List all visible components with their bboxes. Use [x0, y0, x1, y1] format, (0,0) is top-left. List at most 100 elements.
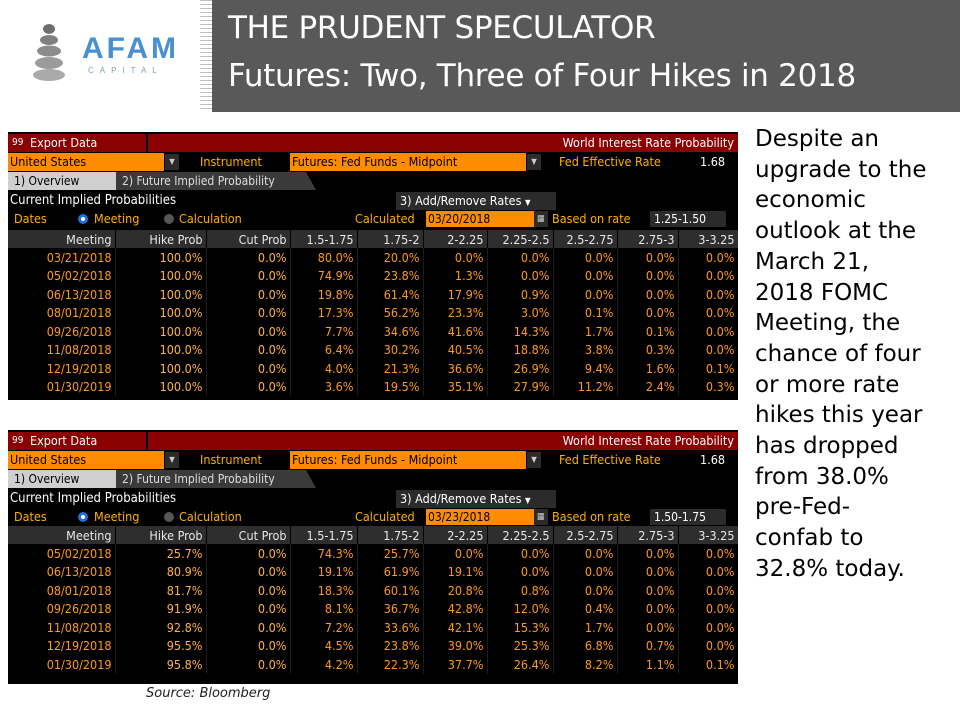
- table-row[interactable]: 11/08/2018 100.0% 0.0% 6.4% 30.2% 40.5% 18.8% 3…: [8, 340, 738, 359]
- probability-cell: 0.0%: [617, 303, 679, 322]
- table-row[interactable]: 03/21/2018 100.0% 0.0% 80.0% 20.0% 0.0% 0.0% 0.…: [8, 248, 738, 267]
- export-data-button[interactable]: 99 Export Data: [8, 432, 148, 450]
- table-row[interactable]: 12/19/2018 100.0% 0.0% 4.0% 21.3% 36.6% 26.9% 9…: [8, 359, 738, 378]
- source-caption: Source: Bloomberg: [146, 686, 271, 701]
- instrument-select[interactable]: Futures: Fed Funds - Midpoint: [290, 451, 526, 469]
- meeting-radio-label: Meeting: [94, 211, 140, 226]
- column-header[interactable]: 3-3.25: [678, 526, 738, 544]
- meeting-radio[interactable]: [78, 214, 88, 224]
- probability-cell: 8.1%: [290, 599, 358, 618]
- panel-title: World Interest Rate Probability: [562, 135, 734, 150]
- probability-cell: 0.4%: [553, 599, 618, 618]
- probability-cell: 0.0%: [678, 562, 738, 581]
- logo-area: AFAM CAPITAL: [0, 0, 212, 112]
- country-select[interactable]: United States: [8, 153, 164, 171]
- instrument-dropdown-icon[interactable]: ▼: [527, 452, 541, 468]
- probability-cell: 0.0%: [487, 544, 554, 563]
- column-header[interactable]: 2.25-2.5: [487, 230, 554, 248]
- table-row[interactable]: 01/30/2019 100.0% 0.0% 3.6% 19.5% 35.1% 27.9% 1…: [8, 377, 738, 396]
- instrument-select[interactable]: Futures: Fed Funds - Midpoint: [290, 153, 526, 171]
- instrument-dropdown-icon[interactable]: ▼: [527, 154, 541, 170]
- column-header[interactable]: Meeting: [8, 526, 116, 544]
- export-label: Export Data: [30, 135, 98, 150]
- based-on-rate-label: Based on rate: [552, 211, 631, 226]
- probability-cell: 19.8%: [290, 285, 358, 304]
- calculation-radio[interactable]: [164, 214, 174, 224]
- probability-cell: 56.2%: [357, 303, 424, 322]
- column-header[interactable]: 2-2.25: [423, 230, 488, 248]
- table-row[interactable]: 06/13/2018 80.9% 0.0% 19.1% 61.9% 19.1% 0.0% 0.…: [8, 562, 738, 581]
- tab-overview[interactable]: 1) Overview: [8, 172, 116, 190]
- probability-cell: 42.1%: [423, 618, 488, 637]
- table-body: 03/21/2018 100.0% 0.0% 80.0% 20.0% 0.0% 0.0% 0.…: [8, 248, 738, 396]
- column-header[interactable]: 2.25-2.5: [487, 526, 554, 544]
- column-header[interactable]: Meeting: [8, 230, 116, 248]
- meeting-radio[interactable]: [78, 512, 88, 522]
- probability-table: Meeting Hike Prob Cut Prob 1.5-1.75 1.75-2 2-…: [8, 526, 738, 674]
- export-label: Export Data: [30, 433, 98, 448]
- column-header[interactable]: 1.5-1.75: [290, 526, 358, 544]
- column-header[interactable]: 1.75-2: [357, 526, 424, 544]
- probability-cell: 14.3%: [487, 322, 554, 341]
- table-row[interactable]: 08/01/2018 81.7% 0.0% 18.3% 60.1% 20.8% 0.8% 0.…: [8, 581, 738, 600]
- probability-cell: 81.7%: [115, 581, 207, 600]
- current-implied-probabilities-label: Current Implied Probabilities: [10, 193, 177, 208]
- column-header[interactable]: 2.5-2.75: [553, 526, 618, 544]
- column-header[interactable]: 2-2.25: [423, 526, 488, 544]
- probability-cell: 0.7%: [617, 636, 679, 655]
- probability-cell: 0.0%: [487, 562, 554, 581]
- probability-cell: 23.8%: [357, 266, 424, 285]
- column-header[interactable]: Hike Prob: [115, 230, 207, 248]
- stacked-stones-icon: [33, 24, 65, 81]
- calculated-date-input[interactable]: 03/20/2018: [426, 211, 534, 227]
- probability-cell: 0.1%: [678, 359, 738, 378]
- probability-cell: 0.0%: [617, 285, 679, 304]
- table-row[interactable]: 05/02/2018 100.0% 0.0% 74.9% 23.8% 1.3% 0.0% 0.…: [8, 266, 738, 285]
- tab-overview[interactable]: 1) Overview: [8, 470, 116, 488]
- tab-future-implied-probability[interactable]: 2) Future Implied Probability: [116, 470, 316, 488]
- table-row[interactable]: 11/08/2018 92.8% 0.0% 7.2% 33.6% 42.1% 15.3% 1.…: [8, 618, 738, 637]
- probability-cell: 7.2%: [290, 618, 358, 637]
- column-header[interactable]: 2.75-3: [617, 526, 679, 544]
- probability-cell: 0.3%: [678, 377, 738, 396]
- export-data-button[interactable]: 99 Export Data: [8, 134, 148, 152]
- country-dropdown-icon[interactable]: ▼: [165, 154, 179, 170]
- column-header[interactable]: 2.75-3: [617, 230, 679, 248]
- column-header[interactable]: 2.5-2.75: [553, 230, 618, 248]
- table-row[interactable]: 09/26/2018 100.0% 0.0% 7.7% 34.6% 41.6% 14.3% 1…: [8, 322, 738, 341]
- probability-cell: 0.0%: [206, 636, 291, 655]
- table-row[interactable]: 08/01/2018 100.0% 0.0% 17.3% 56.2% 23.3% 3.0% 0…: [8, 303, 738, 322]
- country-select[interactable]: United States: [8, 451, 164, 469]
- add-remove-label: 3) Add/Remove Rates: [400, 491, 522, 506]
- calendar-icon[interactable]: ▦: [534, 211, 548, 227]
- calculated-date-input[interactable]: 03/23/2018: [426, 509, 534, 525]
- instrument-label: Instrument: [200, 452, 262, 467]
- probability-cell: 20.0%: [357, 248, 424, 267]
- country-dropdown-icon[interactable]: ▼: [165, 452, 179, 468]
- column-header[interactable]: Cut Prob: [206, 230, 291, 248]
- probability-cell: 40.5%: [423, 340, 488, 359]
- table-row[interactable]: 12/19/2018 95.5% 0.0% 4.5% 23.8% 39.0% 25.3% 6.…: [8, 636, 738, 655]
- probability-cell: 0.0%: [617, 562, 679, 581]
- table-row[interactable]: 06/13/2018 100.0% 0.0% 19.8% 61.4% 17.9% 0.9% 0…: [8, 285, 738, 304]
- column-header[interactable]: 1.75-2: [357, 230, 424, 248]
- column-header[interactable]: Hike Prob: [115, 526, 207, 544]
- column-header[interactable]: 1.5-1.75: [290, 230, 358, 248]
- tab-future-implied-probability[interactable]: 2) Future Implied Probability: [116, 172, 316, 190]
- table-row[interactable]: 05/02/2018 25.7% 0.0% 74.3% 25.7% 0.0% 0.0% 0.0…: [8, 544, 738, 563]
- table-row[interactable]: 01/30/2019 95.8% 0.0% 4.2% 22.3% 37.7% 26.4% 8.…: [8, 655, 738, 674]
- calendar-icon[interactable]: ▦: [534, 509, 548, 525]
- column-header[interactable]: Cut Prob: [206, 526, 291, 544]
- probability-cell: 25.7%: [115, 544, 207, 563]
- probability-cell: 20.8%: [423, 581, 488, 600]
- add-remove-rates-button[interactable]: 3) Add/Remove Rates ▼: [396, 192, 556, 210]
- probability-cell: 4.0%: [290, 359, 358, 378]
- table-row[interactable]: 09/26/2018 91.9% 0.0% 8.1% 36.7% 42.8% 12.0% 0.…: [8, 599, 738, 618]
- add-remove-rates-button[interactable]: 3) Add/Remove Rates ▼: [396, 490, 556, 508]
- logo-stripes: [200, 0, 212, 112]
- column-header[interactable]: 3-3.25: [678, 230, 738, 248]
- probability-cell: 4.5%: [290, 636, 358, 655]
- calculation-radio[interactable]: [164, 512, 174, 522]
- probability-cell: 1.3%: [423, 266, 488, 285]
- probability-cell: 0.0%: [423, 248, 488, 267]
